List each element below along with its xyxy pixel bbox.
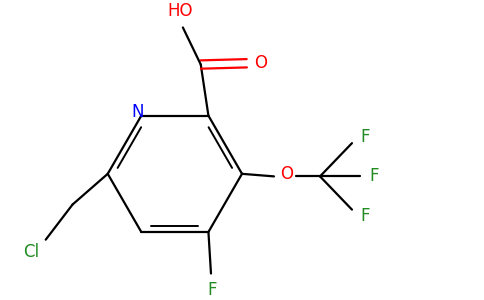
Text: O: O <box>255 54 267 72</box>
Text: N: N <box>131 103 144 121</box>
Text: F: F <box>208 280 217 298</box>
Text: O: O <box>280 165 293 183</box>
Text: F: F <box>360 207 369 225</box>
Text: F: F <box>369 167 378 185</box>
Text: Cl: Cl <box>24 244 40 262</box>
Text: HO: HO <box>167 2 193 20</box>
Text: F: F <box>360 128 369 146</box>
